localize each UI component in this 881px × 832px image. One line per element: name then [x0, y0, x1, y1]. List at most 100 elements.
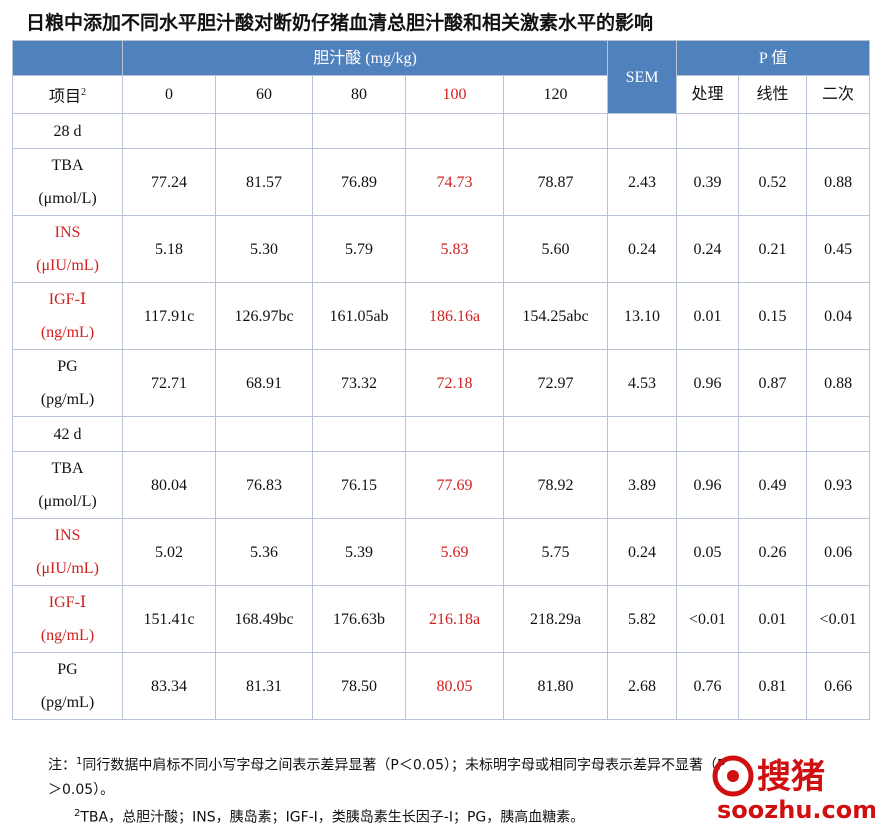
empty-cell	[738, 113, 808, 150]
cell: 83.34	[122, 652, 216, 721]
cell: 68.91	[215, 349, 313, 418]
cell: 154.25abc	[502, 282, 609, 351]
cell: 216.18a	[405, 585, 504, 654]
logo-ring	[712, 755, 754, 797]
row-label: PG (pg/mL)	[12, 349, 123, 418]
cell: 76.15	[312, 451, 406, 520]
row-label: 42 d	[12, 416, 123, 453]
cell: 5.82	[607, 585, 678, 654]
cell: 77.69	[405, 451, 504, 520]
cell: 78.92	[502, 451, 609, 520]
row-label-line: PG	[57, 661, 78, 679]
p-type-header: 线性	[738, 74, 808, 115]
cell: 0.93	[806, 451, 871, 520]
body-row: IGF-Ⅰ (ng/mL) 117.91c 126.97bc 161.05ab 186.1…	[12, 282, 871, 351]
body-row: INS (μIU/mL) 5.18 5.30 5.79 5.83 5.60 0.24 0.24 0…	[12, 215, 871, 284]
cell: 0.01	[676, 282, 740, 351]
cell: 5.75	[502, 518, 609, 587]
cell: 81.80	[502, 652, 609, 721]
row-label-line: 42 d	[53, 425, 82, 443]
cell: 5.02	[122, 518, 216, 587]
row-label-line: 28 d	[53, 122, 82, 140]
empty-cell	[806, 113, 871, 150]
empty-cell	[215, 113, 313, 150]
row-label-line: (μIU/mL)	[36, 257, 99, 275]
row-label-line: (μmol/L)	[38, 190, 97, 208]
cell: 0.81	[738, 652, 808, 721]
item-header: 项目2	[12, 74, 123, 115]
row-label: PG (pg/mL)	[12, 652, 123, 721]
cell: 151.41c	[122, 585, 216, 654]
row-label: INS (μIU/mL)	[12, 518, 123, 587]
item-label: 项目	[48, 88, 81, 106]
cell: 0.52	[738, 148, 808, 217]
cell: 0.21	[738, 215, 808, 284]
cell: 0.39	[676, 148, 740, 217]
cell: 78.87	[502, 148, 609, 217]
cell: 5.18	[122, 215, 216, 284]
cell: 0.88	[806, 349, 871, 418]
row-label-line: (pg/mL)	[40, 391, 95, 409]
empty-cell	[502, 113, 609, 150]
body-row: INS (μIU/mL) 5.02 5.36 5.39 5.69 5.75 0.24 0.05 0…	[12, 518, 871, 587]
row-label: INS (μIU/mL)	[12, 215, 123, 284]
cell: 0.96	[676, 349, 740, 418]
watermark-logo: 搜猪 soozhu.com	[712, 755, 877, 824]
cell: 72.97	[502, 349, 609, 418]
cell: 80.05	[405, 652, 504, 721]
cell: 0.49	[738, 451, 808, 520]
cell: 0.05	[676, 518, 740, 587]
cell: 76.83	[215, 451, 313, 520]
cell: 0.24	[676, 215, 740, 284]
group-header: 胆汁酸 (mg/kg)	[121, 40, 609, 76]
row-label-line: IGF-Ⅰ	[48, 291, 87, 309]
empty-cell	[405, 113, 504, 150]
row-label: IGF-Ⅰ (ng/mL)	[12, 282, 123, 351]
cell: 81.57	[215, 148, 313, 217]
cell: 76.89	[312, 148, 406, 217]
cell: 78.50	[312, 652, 406, 721]
cell: 5.36	[215, 518, 313, 587]
empty-cell	[122, 416, 216, 453]
row-label-line: PG	[57, 358, 78, 376]
body-row: PG (pg/mL) 72.71 68.91 73.32 72.18 72.97 4.53 0.…	[12, 349, 871, 418]
cell: 176.63b	[312, 585, 406, 654]
row-label-line: (pg/mL)	[40, 694, 95, 712]
cell: 81.31	[215, 652, 313, 721]
note-body: 同行数据中肩标不同小写字母之间表示差异显著（P＜0.05）；未标明字母或相同字母…	[48, 757, 726, 798]
body-row: IGF-Ⅰ (ng/mL) 151.41c 168.49bc 176.63b 216.18…	[12, 585, 871, 654]
cell: 0.24	[607, 518, 678, 587]
cell: <0.01	[806, 585, 871, 654]
cell: 5.79	[312, 215, 406, 284]
cell: 5.30	[215, 215, 313, 284]
cell: 2.43	[607, 148, 678, 217]
empty-cell	[607, 113, 678, 150]
level-header: 60	[215, 74, 313, 115]
note-body: TBA，总胆汁酸；INS，胰岛素；IGF-Ⅰ，类胰岛素生长因子-Ⅰ；PG，胰高血…	[80, 809, 585, 826]
cell: 186.16a	[405, 282, 504, 351]
cell: 0.24	[607, 215, 678, 284]
cell: 0.45	[806, 215, 871, 284]
notes: 注：1同行数据中肩标不同小写字母之间表示差异显著（P＜0.05）；未标明字母或相…	[48, 750, 728, 829]
header-row: 项目2 0 60 80 100 120 处理 线性 二次	[12, 74, 871, 115]
cell: 126.97bc	[215, 282, 313, 351]
cell: 161.05ab	[312, 282, 406, 351]
body-row: PG (pg/mL) 83.34 81.31 78.50 80.05 81.80 2.68 0.…	[12, 652, 871, 721]
level-header: 80	[312, 74, 406, 115]
row-label-line: TBA	[51, 460, 84, 478]
site-text: soozhu.com	[717, 796, 875, 824]
cell: 72.71	[122, 349, 216, 418]
cell: 0.04	[806, 282, 871, 351]
empty-cell	[806, 416, 871, 453]
cell: 168.49bc	[215, 585, 313, 654]
row-label-line: (μIU/mL)	[36, 560, 99, 578]
cell: 0.66	[806, 652, 871, 721]
empty-cell	[312, 416, 406, 453]
cell: 5.39	[312, 518, 406, 587]
cell: 13.10	[607, 282, 678, 351]
empty-cell	[215, 416, 313, 453]
row-label-line: IGF-Ⅰ	[48, 594, 87, 612]
note: 注：1同行数据中肩标不同小写字母之间表示差异显著（P＜0.05）；未标明字母或相…	[48, 750, 728, 802]
cell: 74.73	[405, 148, 504, 217]
